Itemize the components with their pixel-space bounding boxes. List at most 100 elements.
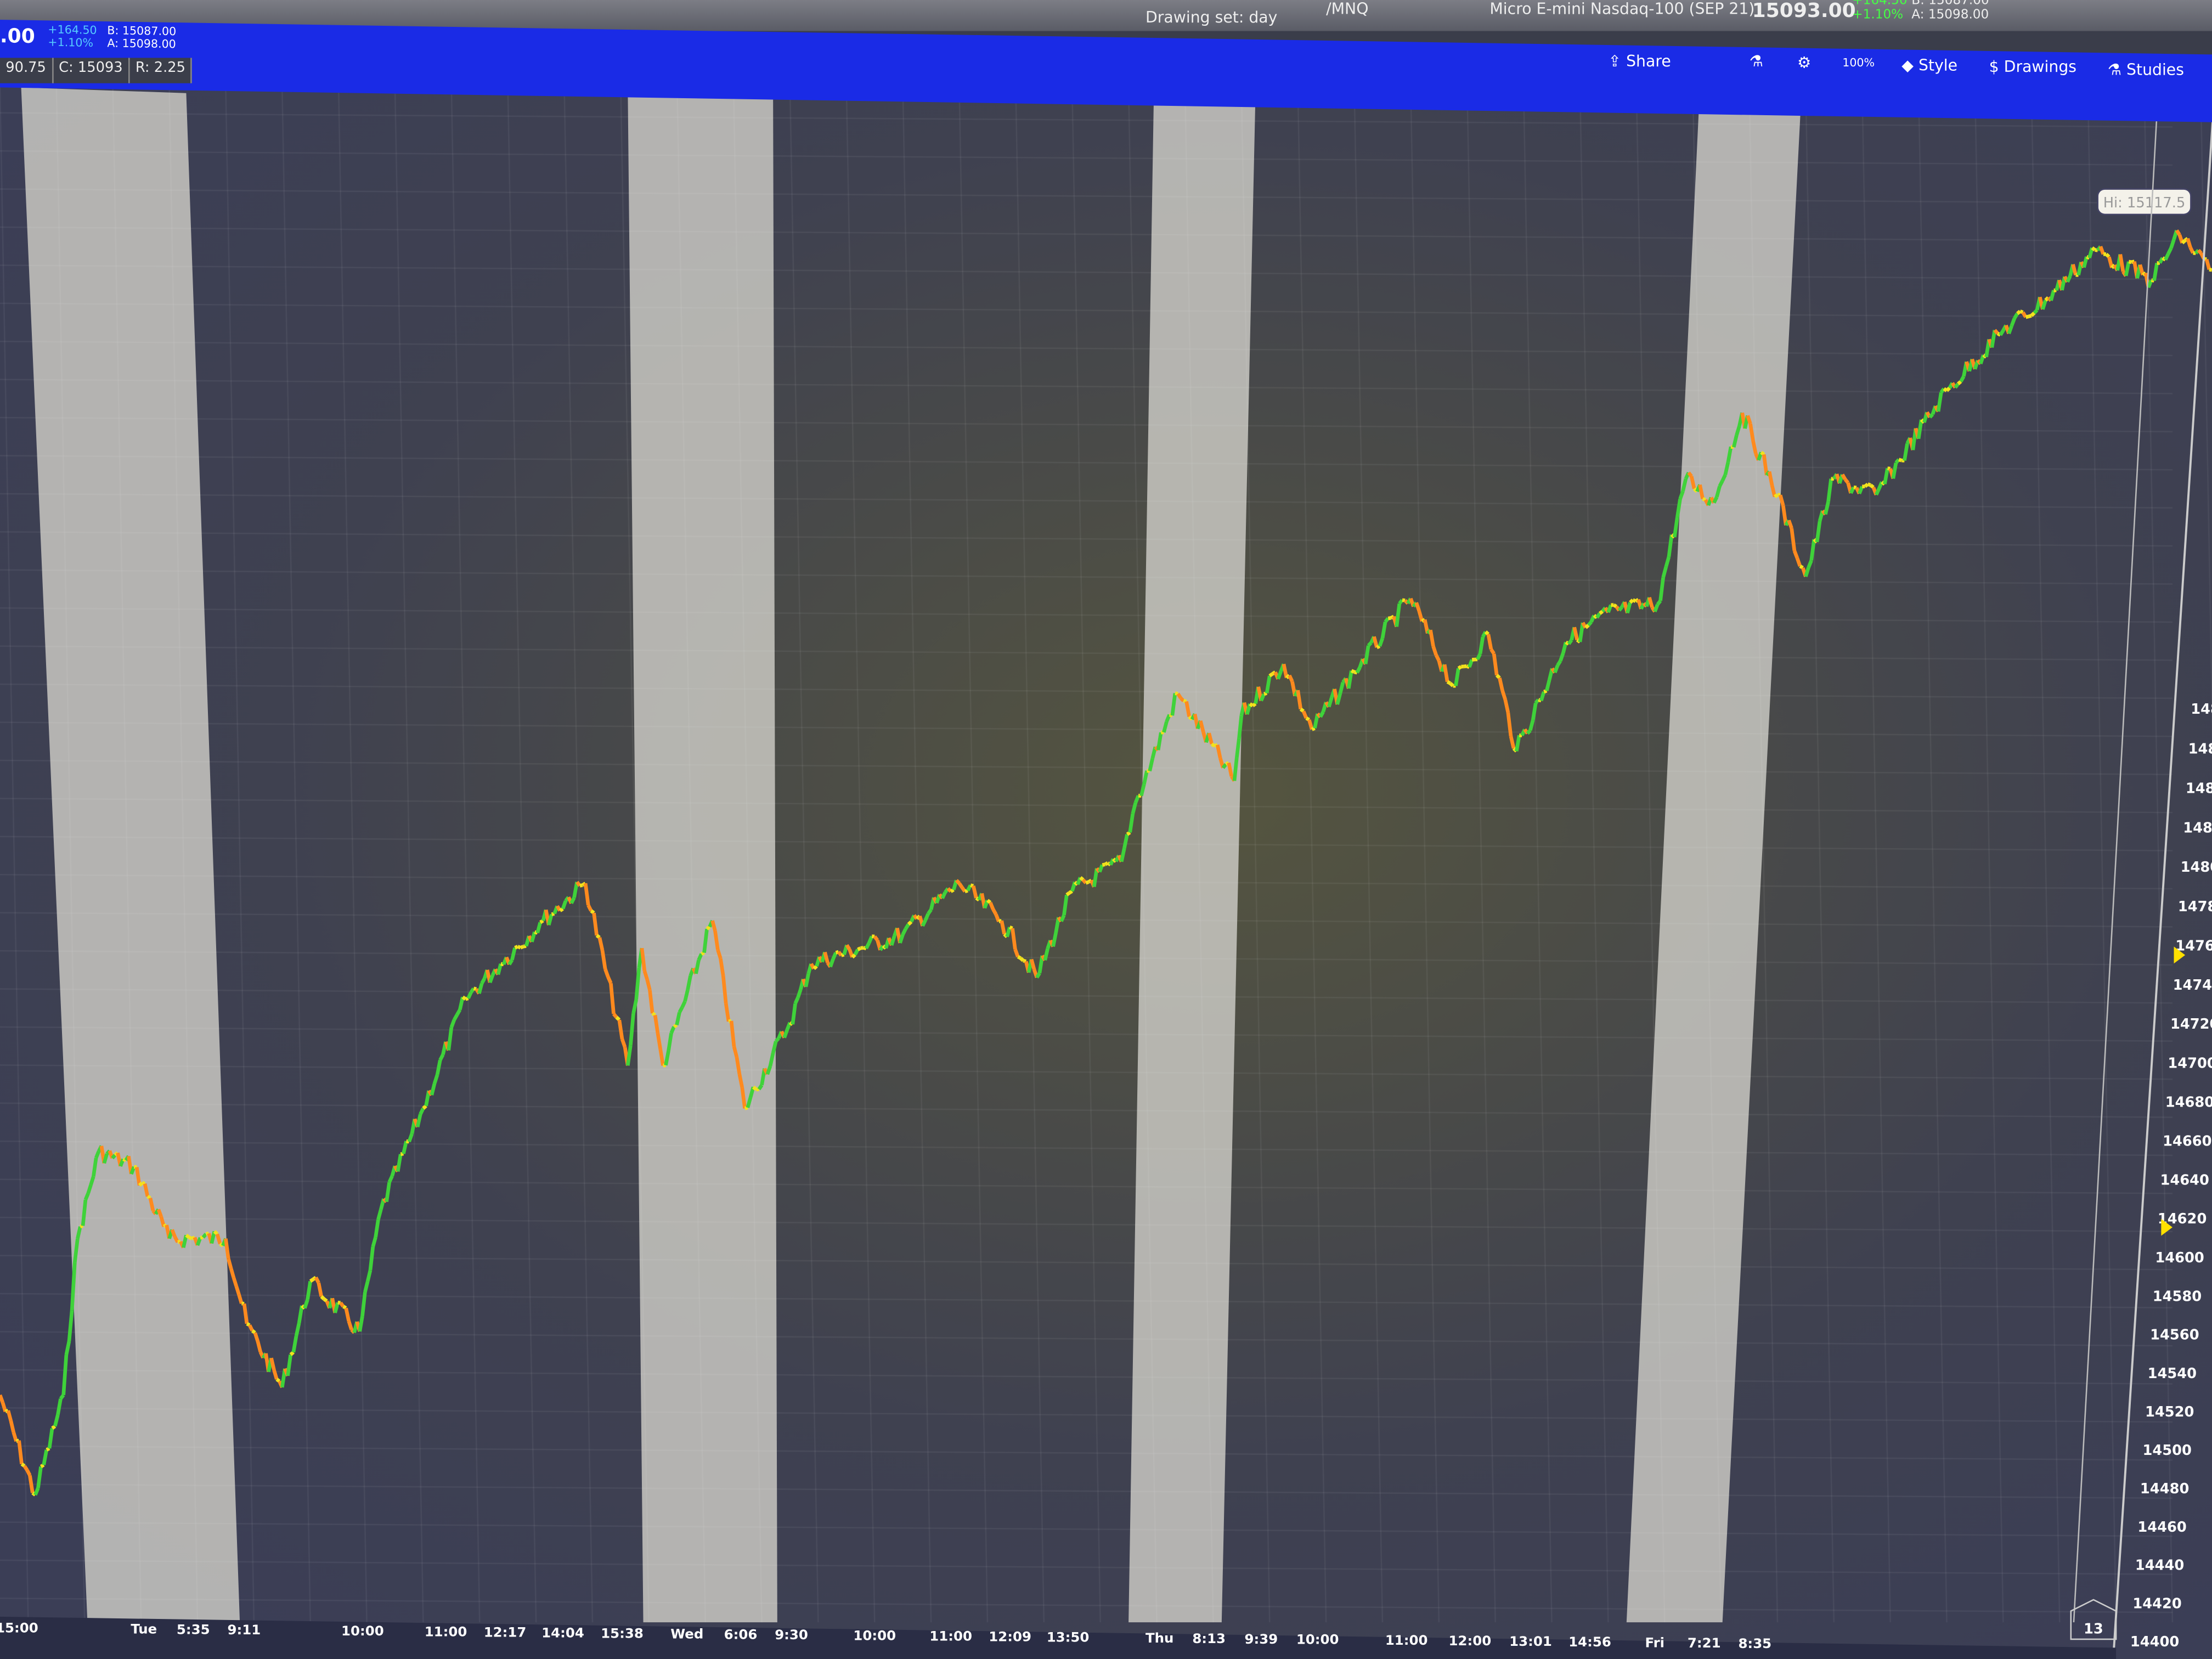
price-bar bbox=[402, 1141, 408, 1154]
x-tick-label: 7:21 bbox=[1688, 1635, 1721, 1651]
price-bar bbox=[1883, 468, 1889, 485]
price-bar bbox=[360, 1291, 367, 1317]
share-button[interactable]: ⇪ Share bbox=[1608, 52, 1671, 71]
studies-button[interactable]: ⚗ Studies bbox=[2107, 60, 2184, 79]
price-bar bbox=[188, 1235, 193, 1240]
x-tick-label: 11:00 bbox=[929, 1628, 972, 1644]
low-value: 90.75 bbox=[0, 58, 53, 83]
price-bar bbox=[606, 976, 613, 984]
drawing-set-selector[interactable]: Drawing set: day bbox=[1145, 8, 1278, 27]
price-bar bbox=[1774, 493, 1779, 499]
price-bar bbox=[986, 899, 992, 904]
price-bar bbox=[1068, 889, 1073, 895]
grid-line bbox=[337, 87, 368, 1623]
price-bar bbox=[765, 1065, 772, 1075]
drawings-icon: $ bbox=[1989, 58, 2004, 76]
y-tick-label: 14540 bbox=[2148, 1365, 2197, 1382]
price-bar bbox=[514, 945, 519, 950]
grid-line bbox=[0, 379, 2172, 394]
price-bar bbox=[333, 1302, 340, 1313]
price-bar bbox=[1268, 672, 1274, 678]
price-bar bbox=[1514, 735, 1521, 752]
price-bar bbox=[297, 1305, 304, 1324]
close-value: C: 15093 bbox=[53, 58, 130, 83]
grid-line bbox=[507, 87, 537, 1623]
price-bar bbox=[796, 989, 803, 998]
symbol-selector[interactable]: /MNQ bbox=[1326, 0, 1369, 19]
price-bar bbox=[1528, 719, 1535, 731]
grid-line bbox=[1466, 87, 1496, 1623]
settings-button[interactable]: ⚙ bbox=[1797, 54, 1811, 72]
price-bar bbox=[1122, 834, 1129, 849]
price-bar bbox=[1215, 744, 1222, 759]
price-bar bbox=[461, 995, 467, 1001]
range-value: R: 2.25 bbox=[130, 58, 193, 83]
price-bar bbox=[1398, 599, 1404, 605]
price-bar bbox=[946, 887, 952, 893]
price-bar bbox=[339, 1301, 345, 1308]
grid-line bbox=[0, 150, 2172, 166]
flask-button[interactable]: ⚗ bbox=[1750, 52, 1763, 70]
grid-line bbox=[620, 87, 650, 1623]
price-bar bbox=[559, 907, 564, 912]
extended-hours-band bbox=[628, 87, 777, 1623]
price-bar bbox=[2041, 300, 2047, 310]
price-bar bbox=[314, 1276, 320, 1284]
price-bar bbox=[70, 1262, 77, 1311]
grid-line bbox=[1579, 87, 1609, 1623]
price-bar bbox=[466, 991, 473, 1000]
price-bar bbox=[645, 979, 652, 991]
price-bar bbox=[1234, 738, 1241, 758]
price-bar bbox=[1936, 392, 1943, 412]
price-bar bbox=[1687, 471, 1693, 478]
grid-line bbox=[1071, 87, 1101, 1623]
price-bar bbox=[706, 925, 711, 930]
price-bar bbox=[1503, 699, 1510, 713]
price-bar bbox=[215, 1233, 222, 1245]
price-bar bbox=[1429, 629, 1435, 647]
price-bar bbox=[964, 889, 968, 894]
zoom-button[interactable]: 100% bbox=[1842, 56, 1875, 69]
price-bar bbox=[6, 1410, 13, 1421]
price-bar bbox=[1606, 604, 1613, 613]
y-tick-label: 14820 bbox=[2183, 820, 2212, 836]
price-bar bbox=[185, 1233, 190, 1239]
grid-line bbox=[563, 87, 594, 1623]
price-bar bbox=[1853, 486, 1857, 490]
y-tick-label: 14760 bbox=[2175, 938, 2212, 954]
price-bar bbox=[2164, 253, 2170, 261]
price-bar bbox=[269, 1357, 276, 1370]
price-bar bbox=[966, 884, 973, 891]
price-bar bbox=[1301, 710, 1308, 719]
price-bar bbox=[1584, 624, 1590, 629]
price-bar bbox=[1778, 494, 1785, 506]
price-bar bbox=[1476, 653, 1482, 661]
grid-line bbox=[1410, 87, 1440, 1623]
price-bar bbox=[61, 1355, 69, 1396]
price-bar bbox=[673, 1023, 678, 1029]
net-change: +164.50 bbox=[48, 23, 97, 37]
grid-line bbox=[1240, 87, 1271, 1623]
grid-line bbox=[0, 569, 2172, 585]
price-bar bbox=[2019, 309, 2024, 314]
price-bar bbox=[1165, 714, 1171, 723]
price-bar bbox=[1731, 435, 1739, 448]
grid-line bbox=[2200, 87, 2212, 740]
price-bar bbox=[347, 1320, 353, 1330]
price-bar bbox=[2049, 290, 2056, 301]
price-bar bbox=[653, 1014, 660, 1034]
price-bar bbox=[768, 1052, 775, 1066]
drawings-button[interactable]: $ Drawings bbox=[1989, 58, 2077, 76]
x-tick-label: 13:01 bbox=[1509, 1633, 1552, 1649]
price-bar bbox=[2147, 279, 2153, 289]
price-bar bbox=[1299, 707, 1305, 713]
price-bar bbox=[1543, 689, 1548, 694]
price-bar bbox=[1857, 486, 1864, 494]
price-bar bbox=[134, 1167, 142, 1186]
price-bar bbox=[92, 1158, 98, 1177]
style-button[interactable]: ◆ Style bbox=[1901, 56, 1958, 75]
price-bar bbox=[1999, 329, 2005, 336]
price-bar bbox=[955, 879, 961, 885]
price-bar bbox=[1572, 627, 1579, 641]
